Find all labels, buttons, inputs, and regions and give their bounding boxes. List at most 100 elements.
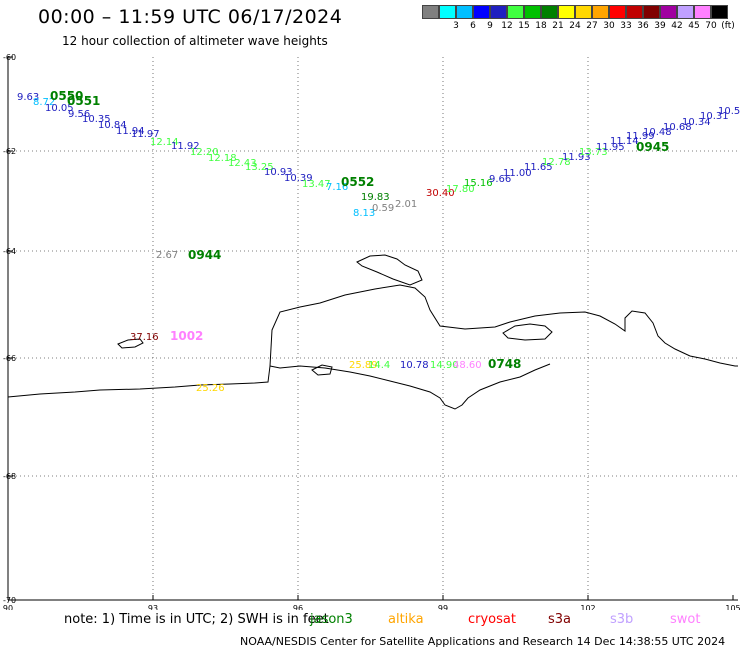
observation-labels: 9.638.72055010.0505519.5610.3510.8411.94… [17,89,740,394]
wave-height-label: 25.26 [196,383,225,394]
footer-credit: NOAA/NESDIS Center for Satellite Applica… [240,635,726,648]
page-subtitle: 12 hour collection of altimeter wave hei… [62,34,328,48]
wave-height-label: 11.92 [171,141,200,152]
wave-height-label: 14.90 [430,360,459,371]
wave-height-label: 19.83 [361,192,390,203]
pass-time-label: 0551 [67,94,100,108]
wave-height-label: 10.78 [400,360,429,371]
wave-height-label: 12.18 [208,153,237,164]
lat-label: -62 [3,147,16,156]
pass-time-label: 0552 [341,175,374,189]
lon-label: 99 [438,604,448,610]
island-north [356,254,423,286]
wave-height-label: 17.80 [446,184,475,195]
lat-label: -70 [3,596,16,605]
legend-swatch [439,5,456,19]
coastline-main [7,284,738,398]
satellite-label: s3a [548,612,572,627]
legend-label: 30 [603,21,615,31]
legend-swatch [609,5,626,19]
wave-height-label: 9.56 [68,109,90,120]
wave-height-label: 14.4 [368,360,390,371]
legend-label: 21 [552,21,564,31]
wave-height-label: 11.95 [596,142,625,153]
legend-unit: (ft) [721,21,735,31]
antarctic-coastline [7,254,738,410]
wave-height-label: 10.39 [284,173,313,184]
wave-height-label: 8.13 [353,208,375,219]
legend-label: 39 [654,21,666,31]
legend-label: 12 [501,21,513,31]
legend-label: 15 [518,21,530,31]
lat-label: -64 [3,247,16,256]
wave-height-label: 25.89 [349,360,378,371]
lon-label: 96 [293,604,303,610]
wave-height-label: 10.35 [82,114,111,125]
wave-height-label: 48.60 [453,360,482,371]
wave-height-label: 13.47 [302,179,331,190]
wave-height-label: 2.67 [156,250,178,261]
legend-swatch [524,5,541,19]
lat-label: -66 [3,354,16,363]
legend-swatch [660,5,677,19]
pass-time-label: 0944 [188,248,221,262]
footer-note: note: 1) Time is in UTC; 2) SWH is in fe… [64,612,329,627]
pass-time-label: 0748 [488,357,521,371]
wave-height-label: 12.78 [542,157,571,168]
wave-height-label: 11.97 [131,129,160,140]
wave-height-label: 12.20 [190,147,219,158]
wave-height-label: 10.05 [45,103,74,114]
wave-height-label: 11.14 [610,136,639,147]
legend-swatch [507,5,524,19]
wave-height-label: 11.93 [562,152,591,163]
wave-height-label: 13.25 [245,162,274,173]
island-east [502,323,553,341]
map-frame [7,57,738,601]
legend-label: 6 [470,21,476,31]
satellite-label: jason3 [310,612,353,627]
legend-label: 45 [688,21,700,31]
pass-time-label: 0550 [50,89,83,103]
wave-height-label: 9.63 [17,92,39,103]
wave-height-label: 30.40 [426,188,455,199]
legend-label: 18 [535,21,547,31]
legend-swatch [558,5,575,19]
legend-label: 70 [705,21,717,31]
wave-height-label: 10.84 [98,120,127,131]
wave-height-label: 2.01 [395,199,417,210]
island-west [117,338,144,349]
legend-swatch [626,5,643,19]
wave-height-label: 11.94 [116,126,145,137]
legend-label: 9 [487,21,493,31]
wave-height-label: 10.68 [663,122,692,133]
wave-height-label: 7.16 [326,182,348,193]
lon-label: 93 [148,604,158,610]
legend-swatch [456,5,473,19]
wave-height-label: 13.73 [579,147,608,158]
legend-swatch [643,5,660,19]
legend-label: 36 [637,21,649,31]
lat-label: -68 [3,472,16,481]
coastline-bay [269,363,551,410]
legend-swatch [422,5,439,19]
wave-height-label: 10.31 [700,111,729,122]
legend-label: 3 [453,21,459,31]
legend-swatch [541,5,558,19]
wave-height-label: 0.59 [372,203,394,214]
legend-label: 24 [569,21,581,31]
satellite-label: cryosat [468,612,516,627]
wave-height-label: 9.66 [489,174,511,185]
pass-time-label: 0945 [636,140,669,154]
page-title: 00:00 – 11:59 UTC 06/17/2024 [38,6,343,28]
wave-height-label: 10.34 [682,117,711,128]
lon-label: 90 [3,604,13,610]
legend-label: 33 [620,21,632,31]
legend-swatch [677,5,694,19]
wave-height-label: 15.16 [464,178,493,189]
wave-height-label: 11.99 [626,131,655,142]
wave-height-label: 8.72 [33,97,55,108]
satellite-label: s3b [610,612,634,627]
wave-height-label: 11.65 [524,162,553,173]
